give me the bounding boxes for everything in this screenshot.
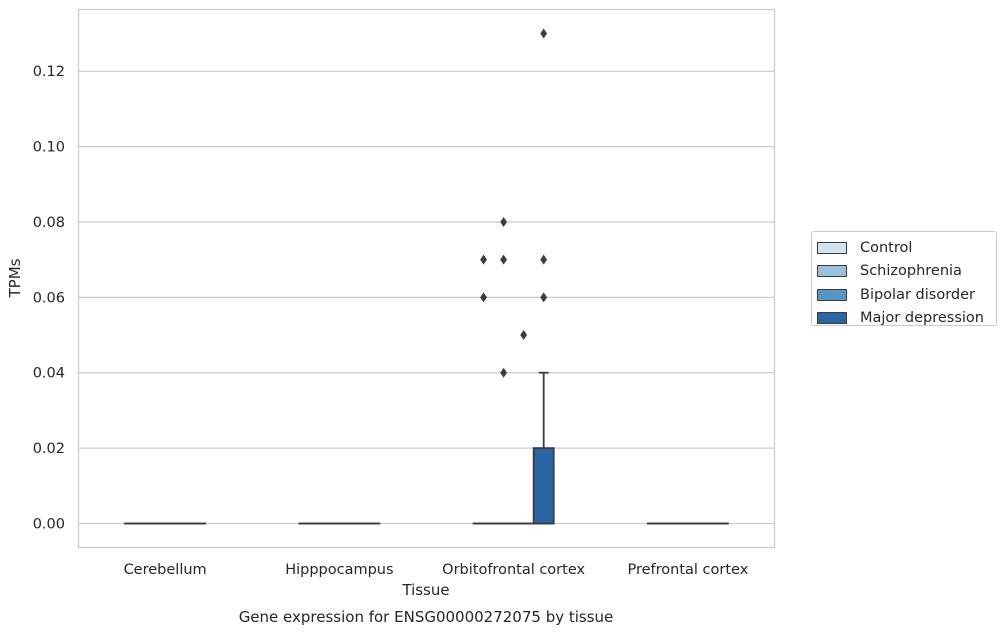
outlier-point [540, 28, 548, 39]
plot-frame [77, 8, 776, 549]
outlier-point [500, 367, 508, 378]
legend-item: Control [817, 236, 996, 260]
legend-swatch [817, 288, 847, 301]
y-tick-label: 0.10 [33, 140, 65, 156]
legend-label: Bipolar disorder [860, 286, 975, 303]
y-tick-label: 0.08 [33, 215, 65, 231]
box-major-depression [532, 28, 555, 525]
legend: Control Schizophrenia Bipolar disorder Majo… [811, 231, 997, 326]
outlier-point [500, 254, 508, 265]
legend-swatch [817, 312, 847, 325]
y-tick-label: 0.06 [33, 290, 65, 306]
tick-labels: 0.00 0.02 0.04 0.06 0.08 0.10 0.12 Cerebellum Hi… [33, 64, 749, 578]
chart-title: Gene expression for ENSG00000272075 by t… [239, 608, 614, 626]
grid-lines [78, 70, 775, 525]
legend-swatch [817, 241, 847, 254]
x-tick-label: Cerebellum [124, 562, 207, 578]
box-body [532, 447, 555, 525]
outlier-point [520, 330, 528, 341]
outlier-point [500, 216, 508, 227]
y-tick-label: 0.02 [33, 441, 65, 457]
box-schizophrenia [492, 216, 515, 525]
box-series [124, 28, 729, 525]
box-bipolar-disorder [512, 330, 535, 525]
legend-label: Major depression [860, 310, 984, 327]
legend-item: Major depression [817, 307, 996, 331]
x-tick-label: Hipppocampus [285, 562, 393, 578]
box-control [472, 254, 495, 525]
legend-item: Schizophrenia [817, 260, 996, 284]
legend-item: Bipolar disorder [817, 283, 996, 307]
y-tick-label: 0.04 [33, 366, 65, 382]
y-tick-label: 0.00 [33, 517, 65, 533]
legend-swatch [817, 265, 847, 278]
x-tick-label: Orbitofrontal cortex [442, 562, 585, 578]
outlier-point [540, 292, 548, 303]
x-axis-label: Tissue [401, 581, 449, 599]
y-axis-label: TPMs [6, 258, 24, 298]
x-tick-label: Prefrontal cortex [627, 562, 748, 578]
y-tick-label: 0.12 [33, 64, 65, 80]
outlier-point [540, 254, 548, 265]
legend-label: Schizophrenia [860, 263, 962, 280]
outlier-point [480, 292, 487, 303]
outlier-point [480, 254, 487, 265]
legend-label: Control [860, 239, 913, 256]
